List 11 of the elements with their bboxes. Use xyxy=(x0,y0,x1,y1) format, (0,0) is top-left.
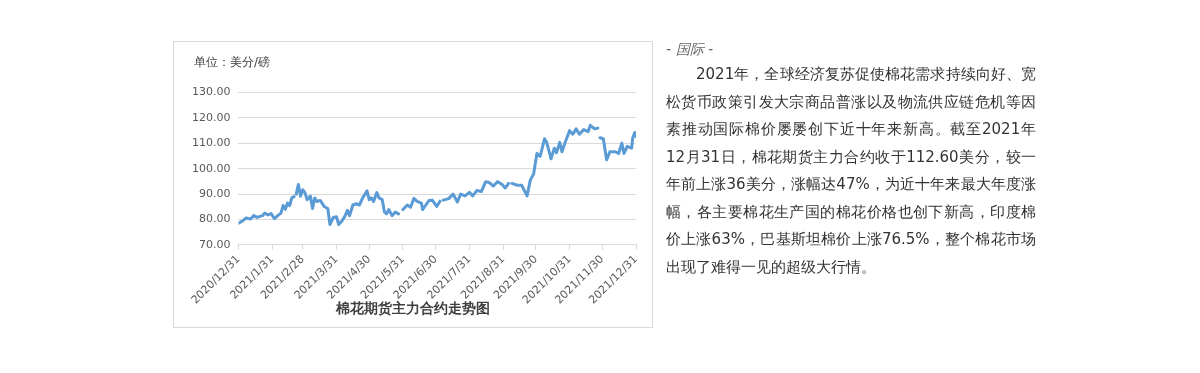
y-tick-label: 70.00 xyxy=(198,237,231,251)
y-tick-label: 110.00 xyxy=(191,136,231,150)
text: 2021年，全球经济复苏促使棉花需求持续向好、宽松货币政策引发大宗商品普涨以及物流供应链危机等因素推动国际棉价屡屡创下近十年来新高。截至2021年12月31日，棉花期货主力合约收于112.60美分，较一年前上涨36美分，涨幅达47%，为近十年来最大年度涨幅，各主要棉花生产国的棉花价格也创下新高，印度棉价上涨63%，巴基斯坦棉价上涨76.5%，整个棉花市场出现了难得一见的超级大行情。 xyxy=(666,64,1036,278)
y-axis-title: 单位：美分/磅 xyxy=(194,54,271,71)
y-tick-label: 120.00 xyxy=(191,110,231,124)
y-tick-label: 130.00 xyxy=(191,85,231,99)
text: - 国际 - xyxy=(666,41,714,59)
text: 棉花期货主力合约走势图 xyxy=(336,300,490,316)
y-tick-label: 100.00 xyxy=(191,161,231,175)
y-tick-label: 90.00 xyxy=(198,186,231,200)
y-tick-label: 80.00 xyxy=(198,212,231,226)
